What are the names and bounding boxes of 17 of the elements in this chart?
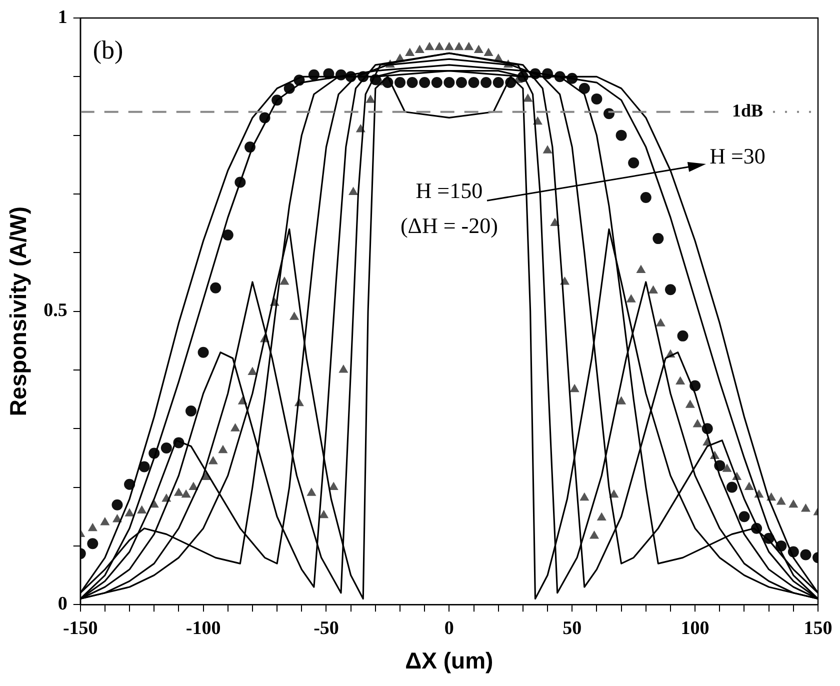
y-axis-title: Responsivity (A/W): [5, 206, 32, 416]
x-axis-title: ΔX (um): [405, 648, 494, 674]
x-tick-label: -50: [314, 618, 339, 639]
y-tick-label: 0.5: [44, 300, 68, 322]
x-tick-label: 50: [562, 618, 582, 639]
y-tick-label: 0: [58, 594, 68, 615]
x-tick-label: 150: [804, 618, 832, 639]
x-tick-label: -150: [62, 618, 98, 639]
annotation: H =30: [710, 143, 766, 168]
annotation: (ΔH = -20): [400, 213, 498, 238]
x-tick-label: -100: [186, 618, 221, 639]
x-tick-label: 0: [444, 618, 454, 639]
annotation: (b): [92, 35, 124, 64]
y-tick-label: 1: [58, 6, 68, 28]
ref-line-label: 1dB: [732, 100, 764, 121]
annotation: H =150: [416, 178, 483, 203]
x-tick-label: 100: [680, 618, 710, 639]
